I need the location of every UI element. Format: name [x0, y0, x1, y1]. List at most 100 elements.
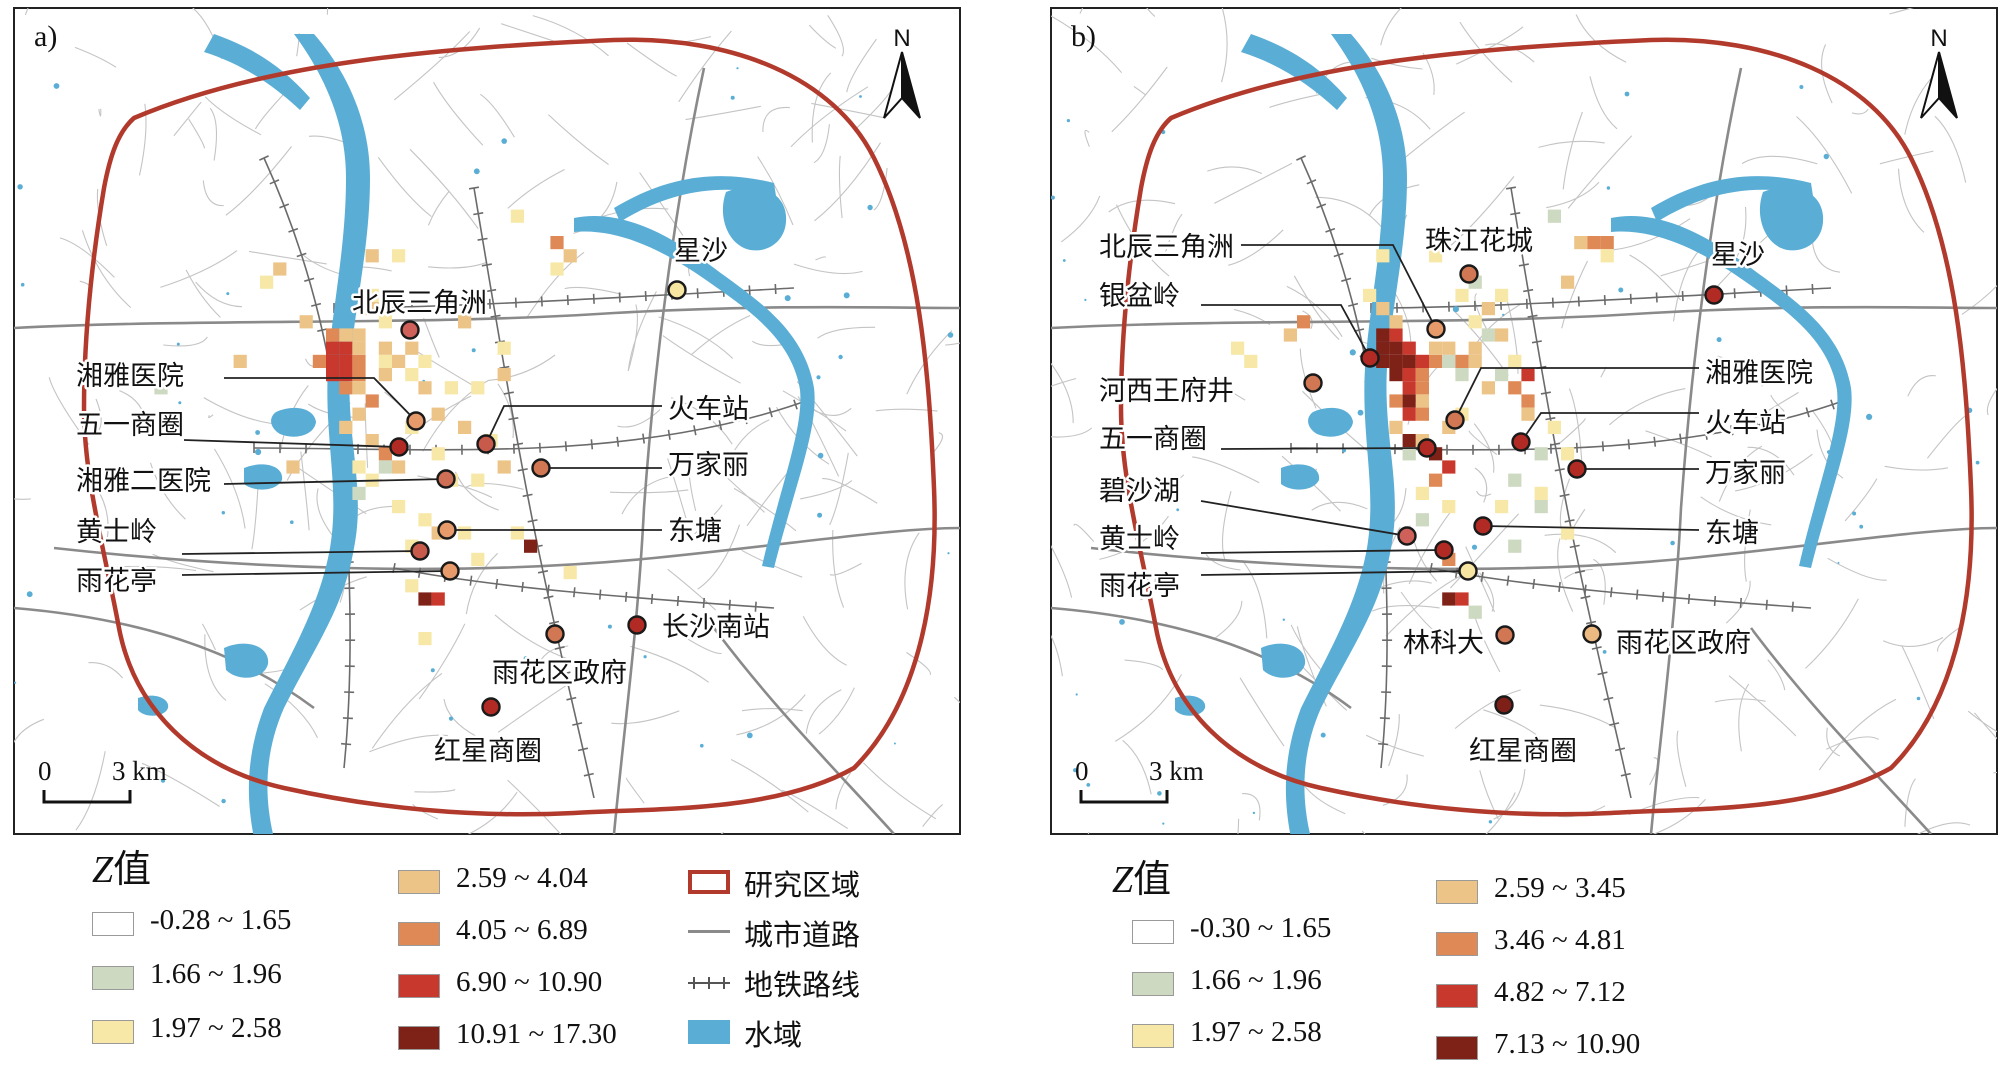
road	[667, 458, 689, 524]
road	[160, 250, 238, 288]
hotspot-cell	[510, 526, 524, 540]
metro-tick	[1805, 407, 1810, 418]
arterial	[1649, 67, 1743, 834]
legend-label: -0.28 ~ 1.65	[150, 904, 292, 936]
road	[202, 180, 224, 207]
legend-label: 1.97 ~ 2.58	[1190, 1016, 1322, 1048]
road	[1146, 8, 1156, 17]
road	[377, 156, 432, 217]
road	[658, 316, 734, 359]
metro-tick	[642, 433, 645, 444]
road	[163, 336, 208, 347]
hotspot-cell	[1455, 354, 1469, 368]
hotspot-cell	[1402, 407, 1416, 421]
leader-lines	[181, 377, 662, 576]
legend-swatch	[398, 870, 440, 894]
arterial	[53, 526, 960, 571]
hotspot-cell	[352, 341, 366, 355]
north-label: N	[893, 25, 910, 52]
arterial	[1749, 627, 1932, 834]
hotspot-cell	[1442, 460, 1456, 474]
pond	[607, 624, 612, 629]
road	[548, 114, 609, 166]
scale-end: 3 km	[1149, 756, 1204, 786]
metro-tick	[1480, 571, 1484, 583]
hotspot-cell	[431, 592, 445, 606]
metro-tick	[696, 288, 699, 299]
road	[1826, 727, 1841, 757]
road	[805, 689, 842, 734]
road	[733, 487, 797, 532]
road	[846, 38, 877, 93]
road	[625, 777, 645, 804]
legend-swatch	[1132, 1024, 1174, 1048]
place-marker	[481, 697, 501, 717]
hotspot-cell	[1455, 592, 1469, 606]
road	[1827, 557, 1887, 581]
road	[627, 304, 638, 372]
legend-swatch	[398, 922, 440, 946]
road	[525, 251, 585, 319]
road	[1879, 150, 1934, 165]
metro-tick	[1627, 439, 1631, 450]
road	[1816, 429, 1844, 479]
pond	[1349, 349, 1356, 356]
hotspot-cell	[365, 434, 379, 448]
pond	[843, 292, 850, 299]
north-arrow-right	[901, 51, 921, 119]
road	[1051, 427, 1093, 438]
hotspot-cell	[1587, 236, 1601, 250]
road	[1293, 275, 1340, 340]
road	[1084, 129, 1090, 147]
hotspot-cell	[1442, 592, 1456, 606]
metro-tick	[1620, 772, 1631, 777]
road	[1660, 261, 1706, 277]
legend-swatch	[398, 974, 440, 998]
hotspot-cell	[524, 539, 538, 553]
road	[1382, 774, 1408, 806]
hotspot-cell	[1468, 315, 1482, 329]
road	[208, 414, 214, 419]
pond	[1066, 119, 1070, 123]
road	[74, 46, 117, 68]
hotspot-cell	[1429, 354, 1443, 368]
legend-swatch	[92, 966, 134, 990]
hotspot-cell	[1495, 368, 1509, 382]
lake	[1281, 464, 1320, 490]
hotspot-cell	[339, 381, 353, 395]
road	[1465, 546, 1496, 613]
road	[428, 262, 486, 269]
scale-bar: 0 3 km	[38, 756, 167, 804]
place-marker	[1458, 561, 1478, 581]
road	[173, 101, 202, 137]
place-marker	[1582, 624, 1602, 644]
metro-tick	[317, 328, 328, 332]
metro-tick	[1532, 578, 1536, 590]
hotspot-cell	[1468, 354, 1482, 368]
road	[1926, 415, 1966, 459]
pond	[1624, 91, 1630, 97]
road	[1228, 229, 1284, 266]
place-label: 北辰三角洲	[1099, 232, 1234, 263]
road	[393, 31, 471, 101]
metro-tick	[527, 519, 538, 523]
metro-tick	[1603, 295, 1606, 306]
pond	[1488, 820, 1493, 824]
hotspot-cell	[1561, 526, 1575, 540]
road	[417, 475, 493, 498]
place-label: 雨花亭	[76, 566, 157, 597]
hotspot-cell	[392, 354, 406, 368]
hotspot-cell	[1402, 341, 1416, 355]
scale-bar: 0 3 km	[1075, 756, 1204, 804]
metro-tick	[1378, 742, 1389, 746]
hotspot-cell	[418, 592, 432, 606]
river	[1241, 34, 1347, 110]
hotspot-maps: 北辰三角洲湘雅医院五一商圈湘雅二医院黄士岭雨花亭火车站万家丽东塘星沙长沙南站雨花…	[13, 7, 1998, 835]
hotspot-cell	[1415, 486, 1429, 500]
road	[1380, 8, 1402, 46]
leader-line	[1200, 570, 1469, 576]
hotspot-cell	[1363, 288, 1377, 302]
hotspot-cell	[510, 209, 524, 223]
hotspot-cell	[1429, 249, 1443, 263]
pond	[947, 552, 950, 555]
